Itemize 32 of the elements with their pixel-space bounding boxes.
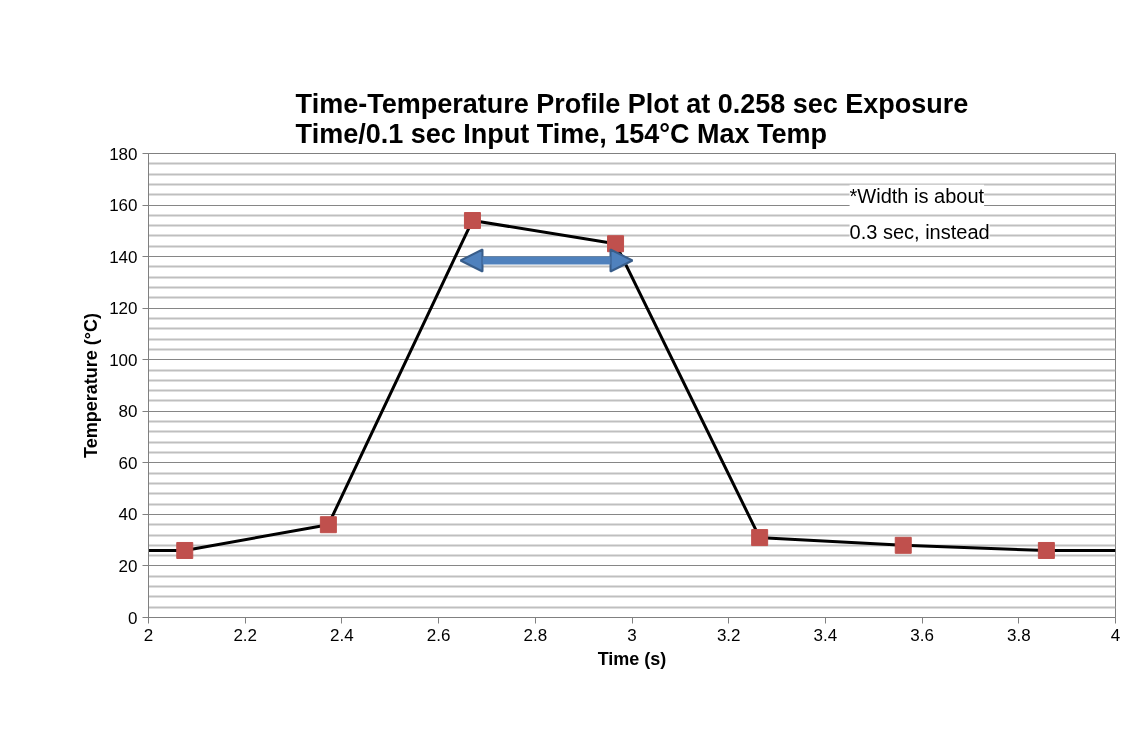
point bbox=[319, 516, 337, 534]
x-tick-label: 3.6 bbox=[910, 625, 934, 645]
y-tick-label: 0 bbox=[128, 608, 138, 628]
y-axis-title: Temperature (°C) bbox=[81, 313, 102, 458]
x-axis-title: Time (s) bbox=[597, 648, 667, 669]
point bbox=[894, 536, 912, 554]
x-tick-label: 3 bbox=[627, 625, 637, 645]
y-tick-label: 20 bbox=[118, 556, 138, 576]
y-tick-label: 160 bbox=[109, 196, 138, 216]
point bbox=[1037, 541, 1055, 559]
x-tick-label: 3.2 bbox=[716, 625, 741, 645]
y-tick-label: 80 bbox=[118, 402, 138, 422]
y-tick-label: 140 bbox=[109, 247, 138, 267]
chart-title: Time-Temperature Profile Plot at 0.258 sec Exposure Time/0.1 sec Input Time, 154°C Max Temp bbox=[295, 88, 969, 149]
x-tick-label: 2 bbox=[143, 625, 154, 645]
x-tick-label: 2.8 bbox=[523, 625, 548, 645]
point bbox=[176, 541, 194, 559]
y-tick-label: 60 bbox=[118, 453, 138, 473]
x-tick-label: 2.4 bbox=[330, 625, 354, 645]
x-tick-label: 2.6 bbox=[426, 625, 451, 645]
x-tick-label: 3.4 bbox=[813, 625, 838, 645]
annotation: *Width is about 0.3 sec, instead bbox=[849, 184, 990, 244]
x-tick-label: 2.2 bbox=[233, 625, 258, 645]
point bbox=[607, 235, 625, 253]
x-tick-label: 3.8 bbox=[1006, 625, 1031, 645]
x-tick-label: 4 bbox=[1110, 625, 1121, 645]
point bbox=[751, 529, 769, 547]
y-tick-label: 40 bbox=[118, 505, 138, 525]
y-tick-label: 120 bbox=[109, 299, 138, 319]
point bbox=[463, 212, 481, 230]
y-tick-label: 100 bbox=[109, 350, 138, 370]
y-tick-label: 180 bbox=[109, 144, 138, 164]
